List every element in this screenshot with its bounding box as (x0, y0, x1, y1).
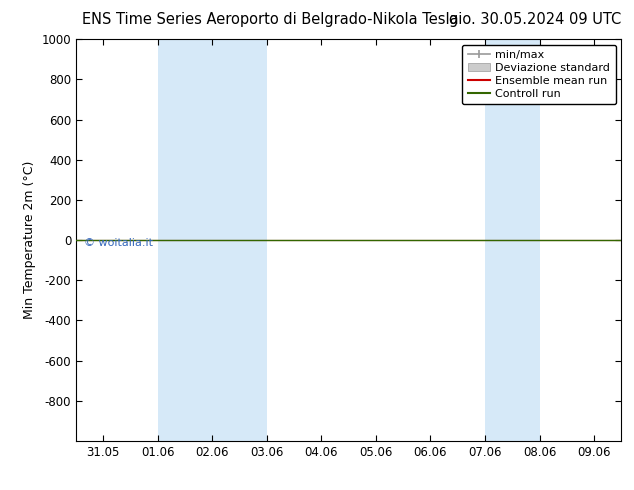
Y-axis label: Min Temperature 2m (°C): Min Temperature 2m (°C) (23, 161, 36, 319)
Bar (158, 39, 267, 441)
Text: © woitalia.it: © woitalia.it (84, 238, 153, 248)
Legend: min/max, Deviazione standard, Ensemble mean run, Controll run: min/max, Deviazione standard, Ensemble m… (462, 45, 616, 104)
Bar (485, 39, 540, 441)
Text: gio. 30.05.2024 09 UTC: gio. 30.05.2024 09 UTC (449, 12, 621, 27)
Text: ENS Time Series Aeroporto di Belgrado-Nikola Tesla: ENS Time Series Aeroporto di Belgrado-Ni… (82, 12, 459, 27)
